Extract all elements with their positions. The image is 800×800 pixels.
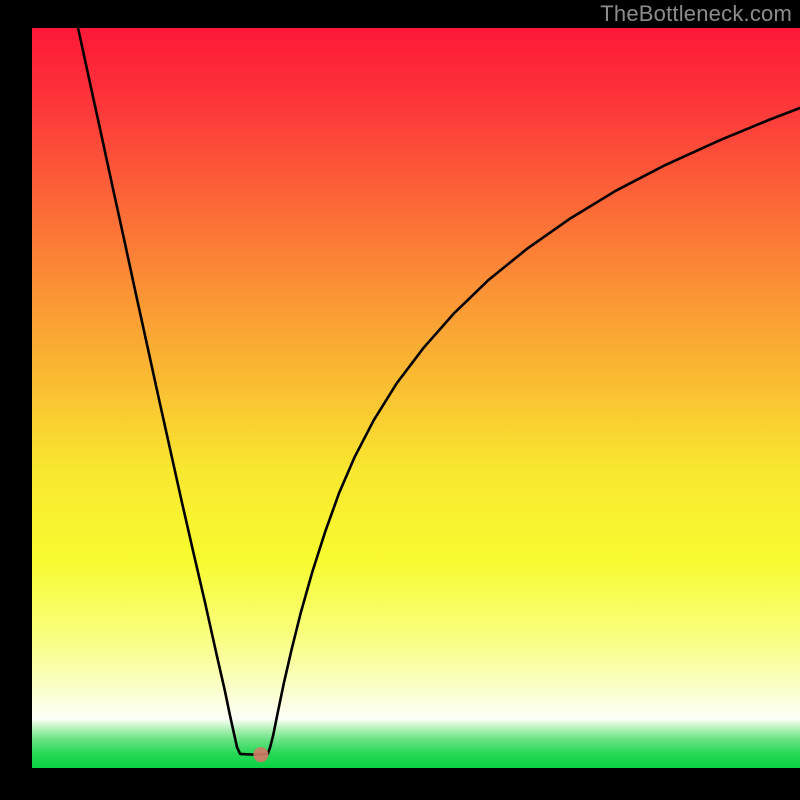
plot-area [32, 28, 800, 768]
watermark-label: TheBottleneck.com [600, 0, 792, 27]
bottleneck-chart [32, 28, 800, 768]
chart-container: TheBottleneck.com [0, 0, 800, 800]
gradient-background [32, 28, 800, 768]
optimal-point-marker [253, 747, 268, 762]
